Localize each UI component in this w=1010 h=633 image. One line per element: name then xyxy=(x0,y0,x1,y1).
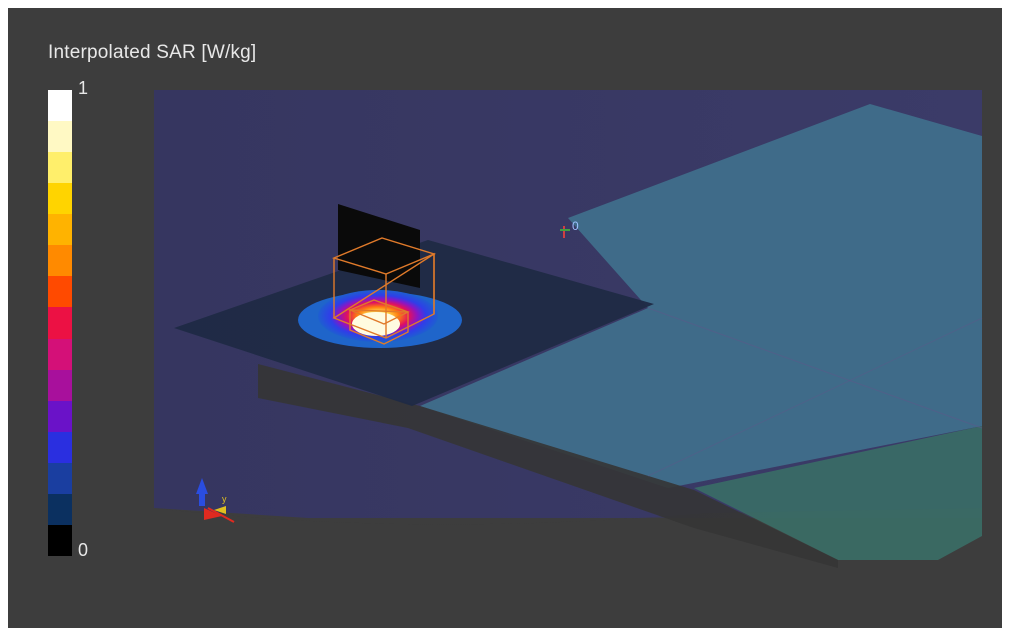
antenna-plate xyxy=(338,204,420,288)
3d-viewport[interactable]: 0 y Interpolated SAR [W/kg] 1 0 xyxy=(8,8,1002,628)
colorbar xyxy=(48,90,72,556)
grid-line xyxy=(647,317,983,477)
axes-triad-icon[interactable]: y xyxy=(196,478,235,523)
phantom-slab-lower xyxy=(694,426,982,560)
colorbar-segment xyxy=(48,431,72,463)
colorbar-segment xyxy=(48,307,72,339)
svg-text:0: 0 xyxy=(572,219,579,233)
device-wireframe xyxy=(331,237,437,345)
sar-viewer: 0 y Interpolated SAR [W/kg] 1 0 xyxy=(8,8,1002,628)
colorbar-segment xyxy=(48,369,72,401)
grid-line xyxy=(647,307,983,429)
sar-peak xyxy=(352,312,400,336)
colorbar-segment xyxy=(48,400,72,432)
colorbar-segment xyxy=(48,90,72,122)
svg-text:y: y xyxy=(222,494,227,504)
colorbar-segment xyxy=(48,462,72,494)
colorbar-segment xyxy=(48,183,72,215)
colorbar-segment xyxy=(48,493,72,525)
colorbar-segment xyxy=(48,245,72,277)
phantom-slab xyxy=(420,104,982,488)
scene-render: 0 y xyxy=(154,90,983,568)
colorbar-segment xyxy=(48,276,72,308)
colorbar-segment xyxy=(48,338,72,370)
colorbar-segment xyxy=(48,214,72,246)
colorbar-segment xyxy=(48,152,72,184)
probe-marker[interactable]: 0 xyxy=(560,219,579,238)
slab-shadow xyxy=(258,364,838,568)
legend-max-label: 1 xyxy=(78,78,89,98)
legend-min-label: 0 xyxy=(78,540,89,560)
colorbar-segment xyxy=(48,121,72,153)
legend-title: Interpolated SAR [W/kg] xyxy=(48,42,257,63)
colorbar-segment xyxy=(48,524,72,556)
